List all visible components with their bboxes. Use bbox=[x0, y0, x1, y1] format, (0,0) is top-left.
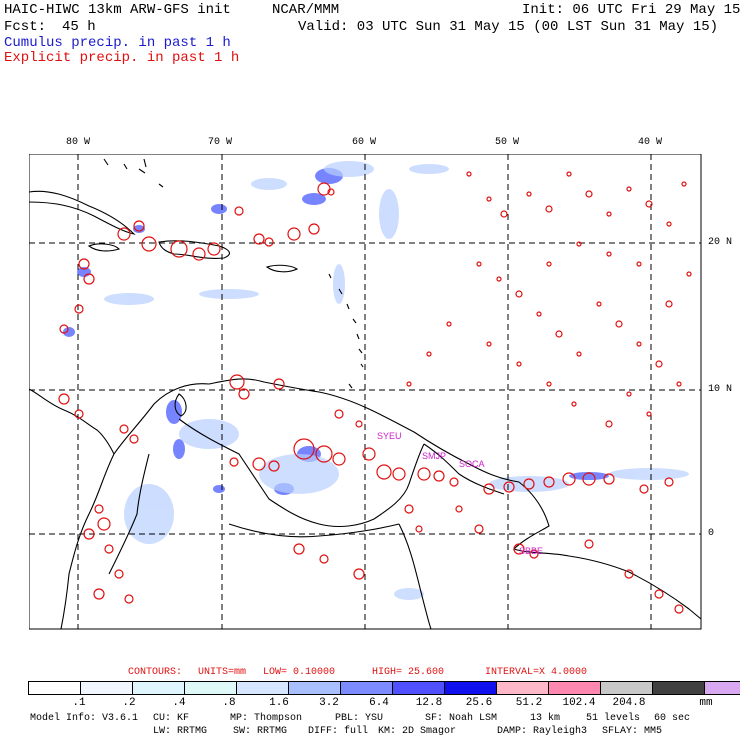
colorbar-tick-label: 12.8 bbox=[415, 697, 443, 709]
colorbar-swatch bbox=[444, 681, 497, 695]
colorbar-swatch bbox=[548, 681, 601, 695]
station-sbbe: SBBE bbox=[519, 546, 543, 556]
colorbar-tick-label: .4 bbox=[172, 697, 186, 709]
contours-units: UNITS=mm bbox=[198, 667, 247, 678]
lat-label-0: 0 bbox=[708, 528, 715, 539]
model-info-item: SF: Noah LSM bbox=[425, 713, 498, 724]
colorbar-swatch bbox=[496, 681, 549, 695]
model-info-item: 13 km bbox=[530, 713, 561, 724]
lon-label-60w: 60 W bbox=[352, 137, 377, 148]
colorbar-swatch bbox=[340, 681, 393, 695]
lat-label-20n: 20 N bbox=[708, 237, 733, 248]
colorbar-tick-label: 3.2 bbox=[319, 697, 339, 709]
model-info-item: DIFF: full bbox=[308, 726, 369, 737]
lat-label-10n: 10 N bbox=[708, 384, 733, 395]
colorbar-unit: mm bbox=[699, 697, 713, 709]
model-info-item: CU: KF bbox=[153, 713, 190, 724]
colorbar-swatch bbox=[288, 681, 341, 695]
colorbar-tick-label: 25.6 bbox=[465, 697, 493, 709]
model-info-item: DAMP: Rayleigh3 bbox=[497, 726, 588, 737]
colorbar-tick-label: 204.8 bbox=[612, 697, 646, 709]
contours-label: CONTOURS: bbox=[128, 667, 183, 678]
contours-high: HIGH= 25.600 bbox=[372, 667, 445, 678]
model-info-item: Model Info: V3.6.1 bbox=[30, 713, 139, 724]
colorbar-swatch bbox=[184, 681, 237, 695]
lon-label-40w: 40 W bbox=[638, 137, 663, 148]
lon-label-50w: 50 W bbox=[495, 137, 520, 148]
colorbar-tick-label: 102.4 bbox=[562, 697, 596, 709]
fcst-value: 45 h bbox=[62, 19, 96, 35]
explicit-precip-layer bbox=[58, 171, 692, 614]
colorbar-swatch bbox=[704, 681, 740, 695]
lon-label-70w: 70 W bbox=[208, 137, 233, 148]
valid-time: Valid: 03 UTC Sun 31 May 15 (00 LST Sun … bbox=[298, 19, 719, 35]
model-info-item: LW: RRTMG bbox=[153, 726, 208, 737]
contours-interval: INTERVAL=X 4.0000 bbox=[485, 667, 588, 678]
colorbar-tick-label: .1 bbox=[72, 697, 86, 709]
colorbar-swatch bbox=[600, 681, 653, 695]
colorbar-swatch bbox=[28, 681, 81, 695]
cumulus-light-layer bbox=[104, 161, 689, 600]
colorbar-swatch bbox=[236, 681, 289, 695]
model-title: HAIC-HIWC 13km ARW-GFS init bbox=[4, 2, 231, 18]
colorbar-tick-label: 6.4 bbox=[369, 697, 389, 709]
model-info-item: KM: 2D Smagor bbox=[378, 726, 457, 737]
colorbar-swatch bbox=[392, 681, 445, 695]
colorbar-tick-label: 51.2 bbox=[515, 697, 543, 709]
cumulus-legend: Cumulus precip. in past 1 h bbox=[4, 35, 231, 51]
colorbar bbox=[28, 681, 740, 695]
model-info-item: 51 levels bbox=[586, 713, 641, 724]
model-info-item: PBL: YSU bbox=[335, 713, 384, 724]
colorbar-tick-label: 1.6 bbox=[269, 697, 289, 709]
colorbar-tick-label: .2 bbox=[122, 697, 136, 709]
lat-lon-grid bbox=[29, 154, 701, 629]
colorbar-tick-label: .8 bbox=[222, 697, 236, 709]
init-time: Init: 06 UTC Fri 29 May 15 bbox=[522, 2, 740, 18]
fcst-label: Fcst: bbox=[4, 19, 47, 35]
model-info-item: MP: Thompson bbox=[230, 713, 303, 724]
colorbar-swatch bbox=[80, 681, 133, 695]
colorbar-swatch bbox=[132, 681, 185, 695]
station-syeu: SYEU bbox=[377, 431, 402, 441]
station-soca: SOCA bbox=[459, 459, 485, 469]
model-info-item: SW: RRTMG bbox=[233, 726, 288, 737]
station-smjp: SMJP bbox=[422, 451, 446, 461]
lon-label-80w: 80 W bbox=[66, 137, 91, 148]
precip-map: SYEU SMJP SOCA SBBE bbox=[29, 154, 702, 630]
contours-low: LOW= 0.10000 bbox=[263, 667, 336, 678]
colorbar-swatch bbox=[652, 681, 705, 695]
org-label: NCAR/MMM bbox=[272, 2, 340, 18]
model-info-item: SFLAY: MM5 bbox=[602, 726, 663, 737]
coastlines bbox=[29, 158, 702, 630]
model-info-item: 60 sec bbox=[654, 713, 691, 724]
explicit-legend: Explicit precip. in past 1 h bbox=[4, 50, 240, 66]
